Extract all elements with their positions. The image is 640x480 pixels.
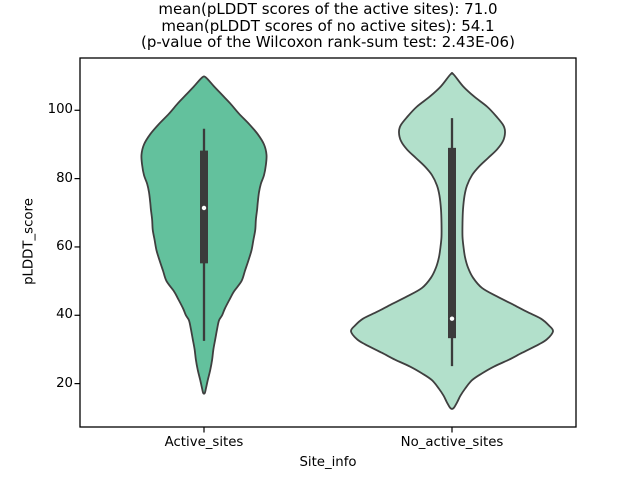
box-no-active-sites [448, 147, 456, 339]
x-axis-label: Site_info [299, 455, 357, 470]
y-tick-label-60: 60 [56, 238, 73, 254]
axes-frame [79, 57, 577, 428]
median-dot-no-active-sites [449, 316, 455, 321]
y-tick-label-80: 80 [56, 170, 73, 186]
chart-title: mean(pLDDT scores of the active sites): … [80, 1, 576, 51]
x-tick-label-no-active-sites: No_active_sites [400, 435, 504, 450]
y-tick-label-40: 40 [56, 307, 73, 323]
chart-title-line-3: (p-value of the Wilcoxon rank-sum test: … [141, 33, 515, 51]
chart-title-line-2: mean(pLDDT scores of no active sites): 5… [161, 16, 495, 35]
y-tick-label-100: 100 [47, 102, 73, 118]
y-tick-label-20: 20 [56, 375, 73, 391]
chart-title-line-1: mean(pLDDT scores of the active sites): … [158, 0, 498, 18]
x-tick-label-active-sites: Active_sites [164, 435, 244, 450]
median-dot-active-sites [201, 205, 207, 211]
